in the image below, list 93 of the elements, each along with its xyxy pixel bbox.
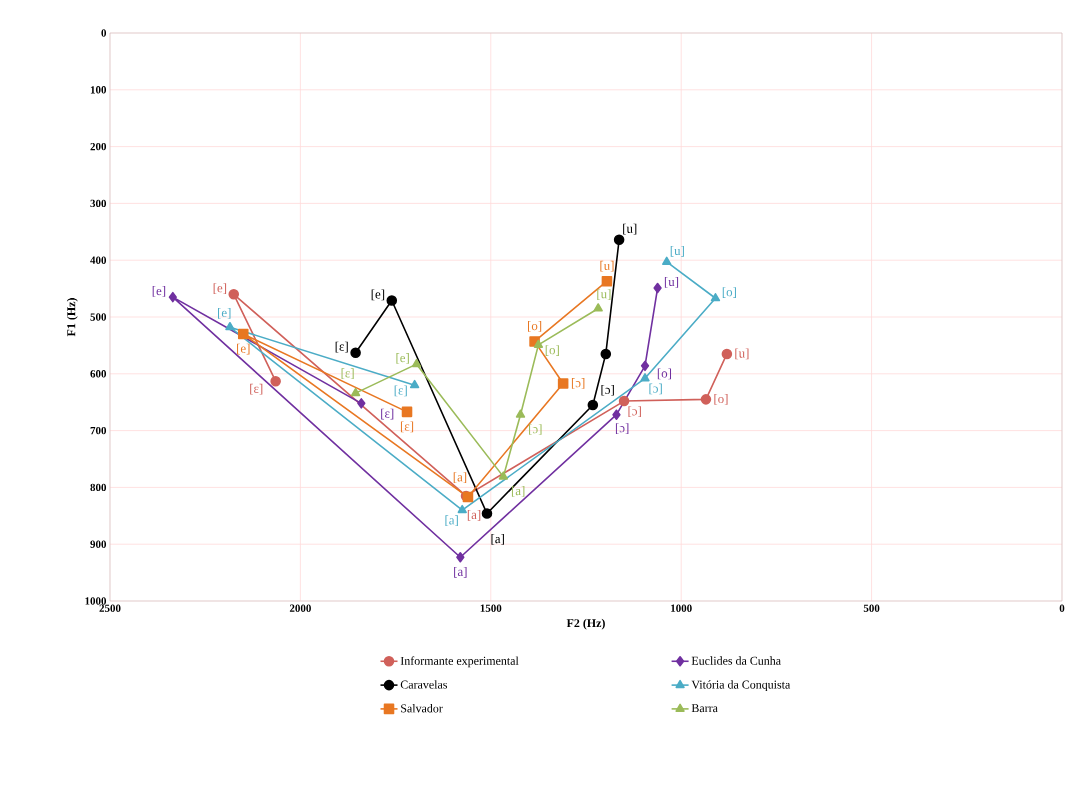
data-label: [ɛ] (335, 341, 348, 353)
point (557, 378, 569, 389)
data-label: [o] (545, 345, 559, 356)
point (401, 406, 413, 418)
point (357, 398, 366, 409)
data-label: [u] (597, 289, 611, 300)
data-label: [ɛ] (394, 385, 407, 397)
point (350, 387, 361, 397)
data-label: [e] (218, 307, 231, 319)
point (411, 358, 422, 368)
y-tick-label: 1000 (85, 597, 107, 605)
point (618, 395, 630, 407)
data-label: [e] (396, 353, 409, 364)
x-axis-title: F2 (Hz) (566, 618, 605, 630)
data-label: [ɔ] (571, 378, 585, 389)
point (640, 373, 650, 382)
point (700, 394, 712, 405)
point (457, 504, 467, 514)
legend-label: Euclides da Cunha (691, 656, 781, 665)
legend-label: Informante experimental (400, 656, 519, 668)
point (481, 508, 493, 519)
legend-label: Caravelas (400, 680, 448, 689)
data-label: [a] (467, 509, 481, 521)
data-label: [ɛ] (381, 408, 394, 420)
y-tick-label: 300 (90, 199, 107, 208)
data-label: [u] (735, 348, 749, 360)
data-label: [ɔ] (529, 424, 542, 435)
y-tick-label: 400 (90, 256, 107, 264)
data-label: [a] (453, 472, 467, 484)
point (600, 348, 612, 360)
point (456, 551, 465, 563)
data-label: [ɔ] (628, 406, 641, 418)
data-label: [e] (371, 289, 385, 301)
data-label: [ɛ] (400, 421, 414, 433)
data-label: [ɛ] (341, 368, 354, 380)
y-tick-label: 0 (101, 29, 107, 37)
point (409, 379, 420, 389)
legend-label: Vitória da Conquista (691, 680, 791, 692)
point (613, 234, 625, 246)
data-label: [a] (511, 486, 525, 497)
data-label: [ɔ] (649, 383, 662, 395)
legend-label: Barra (691, 704, 718, 713)
data-label: [ɛ] (250, 383, 263, 395)
y-tick-label: 700 (90, 426, 107, 435)
data-label: [o] (714, 394, 728, 405)
y-tick-label: 600 (90, 370, 107, 378)
point (168, 291, 177, 303)
legend-label: Salvador (401, 704, 443, 713)
y-tick-label: 800 (90, 483, 107, 492)
point (386, 295, 398, 306)
point (601, 275, 613, 287)
data-label: [u] (623, 223, 637, 235)
point (225, 321, 235, 331)
point (612, 409, 621, 420)
data-label: [a] (491, 534, 504, 545)
x-tick-label: 1500 (480, 604, 502, 612)
y-axis-title: F1 (Hz) (66, 298, 78, 337)
data-label: [ɔ] (601, 384, 614, 396)
point (662, 256, 672, 265)
data-label: [a] (454, 566, 467, 578)
point (653, 282, 662, 294)
point (228, 289, 240, 300)
point (350, 347, 361, 359)
data-label: [e] (213, 283, 227, 294)
point (593, 303, 603, 312)
point (515, 409, 526, 418)
x-tick-label: 500 (863, 604, 880, 612)
point (640, 360, 650, 372)
point (587, 399, 599, 411)
x-tick-label: 2000 (289, 604, 311, 612)
data-label: [e] (237, 343, 250, 355)
y-tick-label: 200 (90, 142, 107, 151)
x-tick-label: 0 (1059, 604, 1065, 612)
point (721, 348, 733, 360)
data-label: [u] (600, 260, 614, 272)
point (270, 375, 281, 387)
data-label: [e] (152, 286, 166, 297)
data-label: [ɔ] (615, 423, 629, 434)
data-label: [u] (664, 276, 679, 288)
x-tick-label: 2500 (99, 604, 121, 612)
data-label: [o] (657, 368, 672, 380)
data-label: [o] (722, 287, 736, 298)
point (533, 339, 544, 348)
x-tick-label: 1000 (671, 604, 692, 612)
y-tick-label: 100 (90, 86, 107, 94)
point (498, 471, 509, 480)
point (237, 328, 249, 340)
data-label: [a] (445, 515, 458, 527)
data-label: [u] (670, 245, 684, 257)
y-tick-label: 500 (90, 313, 107, 321)
point (710, 292, 721, 302)
data-label: [o] (528, 321, 542, 332)
y-tick-label: 900 (90, 540, 107, 548)
